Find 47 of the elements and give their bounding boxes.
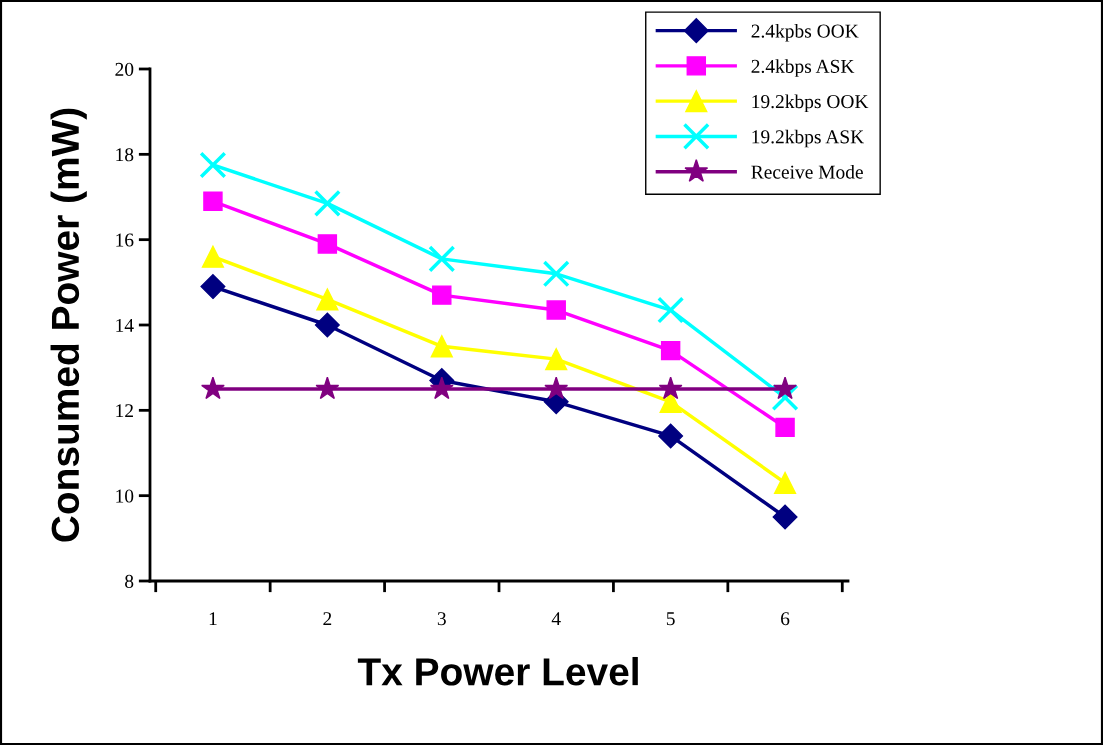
point	[771, 383, 799, 412]
point	[199, 151, 227, 179]
y-tick-label: 20	[115, 62, 134, 76]
point	[314, 312, 340, 338]
point	[430, 335, 453, 358]
point	[546, 300, 566, 320]
y-tick-label: 18	[116, 148, 134, 162]
point	[660, 340, 681, 361]
x-tick-label: 5	[666, 612, 675, 626]
point	[428, 245, 456, 273]
x-axis-title: Tx Power Level	[357, 656, 638, 686]
point	[544, 376, 569, 400]
point	[657, 296, 685, 324]
point	[200, 274, 226, 300]
point	[658, 376, 683, 400]
point	[772, 504, 798, 530]
point	[313, 189, 341, 217]
x-tick-label: 1	[209, 612, 217, 626]
point	[775, 417, 795, 438]
legend-label: 2.4kpbs OOK	[751, 23, 859, 42]
legend-label: Receive Mode	[751, 164, 863, 179]
point	[773, 471, 797, 494]
legend-label: 2.4kbps ASK	[751, 59, 855, 77]
point	[201, 376, 225, 400]
legend-label: 19.2kbps ASK	[752, 129, 864, 148]
point	[203, 191, 223, 211]
point	[432, 285, 452, 305]
point	[773, 376, 797, 400]
x-tick-label: 4	[551, 612, 561, 626]
x-tick-label: 3	[437, 612, 446, 626]
point	[545, 348, 568, 371]
y-tick-label: 8	[125, 574, 134, 588]
y-tick-label: 12	[116, 404, 133, 418]
point	[542, 260, 570, 288]
point	[658, 423, 684, 449]
x-tick-label: 6	[781, 612, 790, 626]
point	[315, 376, 340, 400]
y-tick-label: 16	[116, 233, 134, 247]
legend-label: 19.2kbps OOK	[752, 94, 869, 113]
point	[201, 245, 225, 268]
y-tick-label: 10	[116, 489, 134, 503]
y-axis-title: Consumed Power (mW)	[50, 108, 87, 542]
point	[429, 376, 454, 400]
y-tick-label: 14	[116, 318, 134, 332]
x-tick-label: 2	[323, 612, 332, 626]
point	[317, 234, 338, 254]
point	[316, 288, 339, 311]
